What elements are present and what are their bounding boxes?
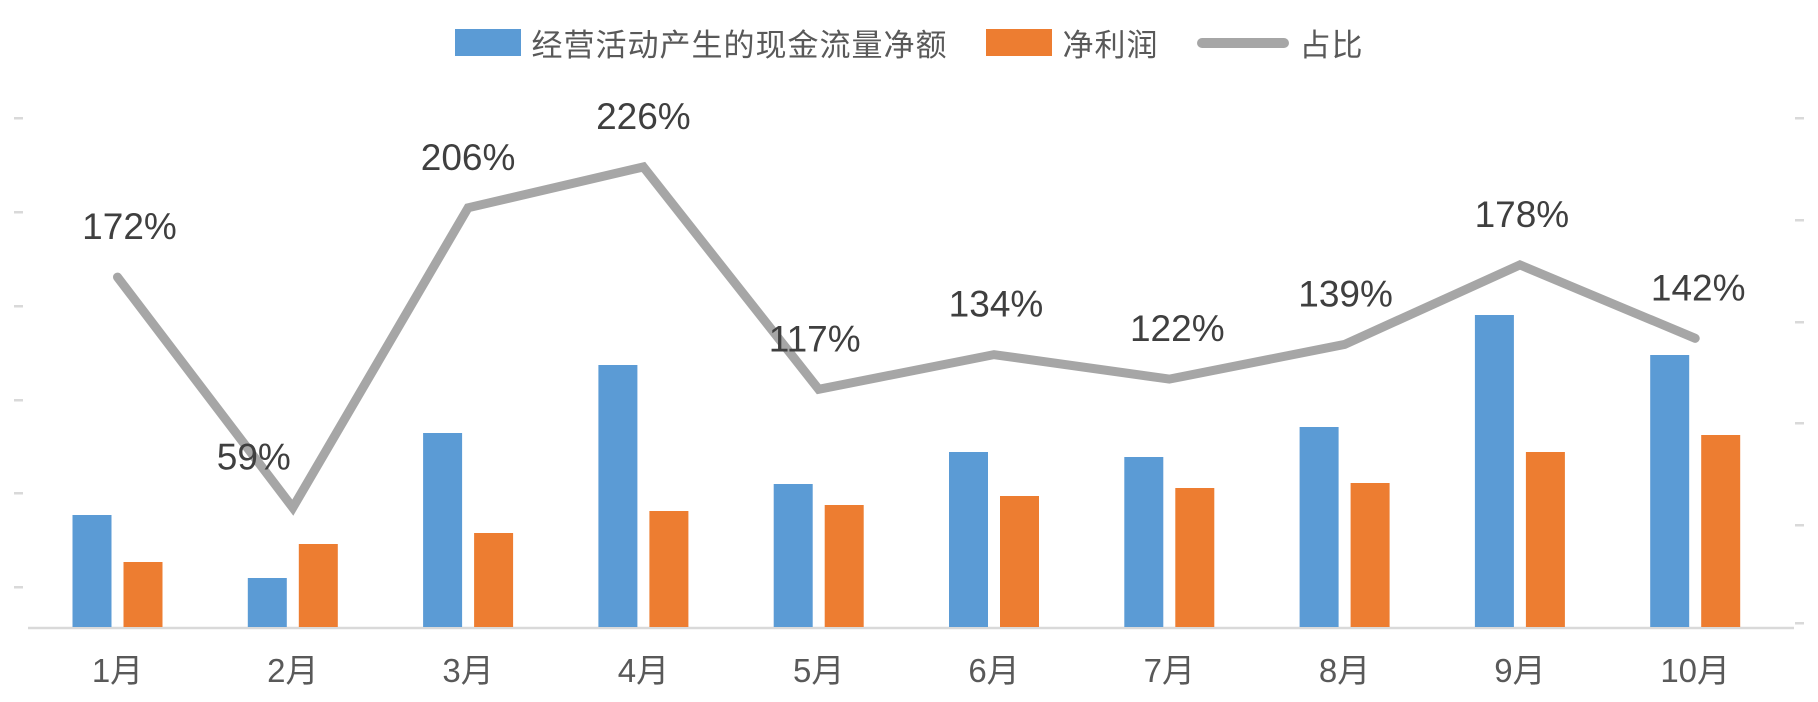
bar-net-profit-6月[interactable]: [1000, 496, 1039, 627]
bar-operating-cashflow-3月[interactable]: [423, 433, 463, 627]
bar-operating-cashflow-7月[interactable]: [1124, 457, 1164, 627]
bar-net-profit-2月[interactable]: [298, 544, 338, 627]
x-axis-label-1月: 1月: [92, 652, 143, 689]
bar-operating-cashflow-1月[interactable]: [72, 515, 112, 627]
y-axis-tick-left: [14, 305, 23, 308]
y-axis-tick-left: [14, 117, 23, 120]
y-axis-tick-left: [14, 492, 23, 495]
y-axis-tick-left: [14, 211, 23, 214]
ratio-line[interactable]: [113, 161, 1700, 516]
bar-operating-cashflow-9月[interactable]: [1474, 315, 1514, 627]
y-axis-tick-right: [1795, 117, 1804, 120]
bar-net-profit-4月[interactable]: [649, 511, 689, 627]
legend-label-operating-cashflow: 经营活动产生的现金流量净额: [531, 28, 948, 63]
y-axis-tick-right: [1795, 422, 1804, 425]
bar-operating-cashflow-8月[interactable]: [1299, 427, 1339, 627]
y-axis-tick-right: [1795, 219, 1804, 222]
ratio-data-label-8月: 139%: [1298, 273, 1393, 314]
bar-net-profit-5月[interactable]: [824, 505, 864, 627]
legend-marker-orange-bar: [985, 29, 1052, 56]
x-axis-label-6月: 6月: [968, 652, 1019, 689]
bar-operating-cashflow-10月[interactable]: [1650, 355, 1690, 627]
ratio-data-label-5月: 117%: [769, 318, 861, 359]
legend-item-net-profit[interactable]: 净利润: [985, 20, 1159, 65]
legend-item-operating-cashflow[interactable]: 经营活动产生的现金流量净额: [454, 20, 948, 65]
x-axis-label-10月: 10月: [1660, 652, 1730, 689]
y-axis-tick-left: [14, 586, 23, 589]
bar-operating-cashflow-4月[interactable]: [598, 365, 638, 627]
x-axis-label-8月: 8月: [1319, 652, 1370, 689]
ratio-data-label-10月: 142%: [1651, 267, 1746, 308]
y-axis-tick-right: [1795, 321, 1804, 324]
ratio-data-label-4月: 226%: [596, 96, 691, 137]
bar-net-profit-1月[interactable]: [123, 562, 163, 627]
ratio-data-label-6月: 134%: [949, 284, 1044, 325]
bar-net-profit-9月[interactable]: [1525, 452, 1565, 627]
bar-operating-cashflow-5月[interactable]: [773, 484, 813, 627]
bar-net-profit-7月[interactable]: [1175, 488, 1215, 627]
legend-marker-gray-line: [1196, 37, 1289, 48]
ratio-data-label-3月: 206%: [421, 137, 516, 178]
bar-operating-cashflow-2月[interactable]: [247, 578, 287, 627]
ratio-data-label-7月: 122%: [1130, 308, 1225, 349]
legend-marker-blue-bar: [454, 29, 521, 56]
bar-net-profit-3月[interactable]: [474, 533, 514, 627]
legend-label-ratio: 占比: [1299, 28, 1364, 63]
legend-item-ratio[interactable]: 占比: [1196, 20, 1364, 65]
chart-legend: 经营活动产生的现金流量净额 净利润 占比: [0, 20, 1818, 65]
x-axis-label-5月: 5月: [793, 652, 844, 689]
y-axis-tick-right: [1795, 524, 1804, 527]
x-axis-label-9月: 9月: [1494, 652, 1545, 689]
bar-net-profit-10月[interactable]: [1701, 435, 1741, 627]
x-axis-label-7月: 7月: [1144, 652, 1195, 689]
ratio-data-label-1月: 172%: [82, 206, 177, 247]
legend-label-net-profit: 净利润: [1062, 28, 1159, 63]
x-axis-label-2月: 2月: [267, 652, 318, 689]
ratio-data-label-2月: 59%: [217, 437, 291, 478]
y-axis-tick-left: [14, 399, 23, 402]
y-axis-tick-right: [1795, 622, 1804, 625]
ratio-data-label-9月: 178%: [1475, 194, 1570, 235]
bar-operating-cashflow-6月[interactable]: [949, 452, 988, 627]
x-axis-label-3月: 3月: [442, 652, 493, 689]
x-axis-label-4月: 4月: [618, 652, 669, 689]
bar-net-profit-8月[interactable]: [1350, 483, 1390, 627]
